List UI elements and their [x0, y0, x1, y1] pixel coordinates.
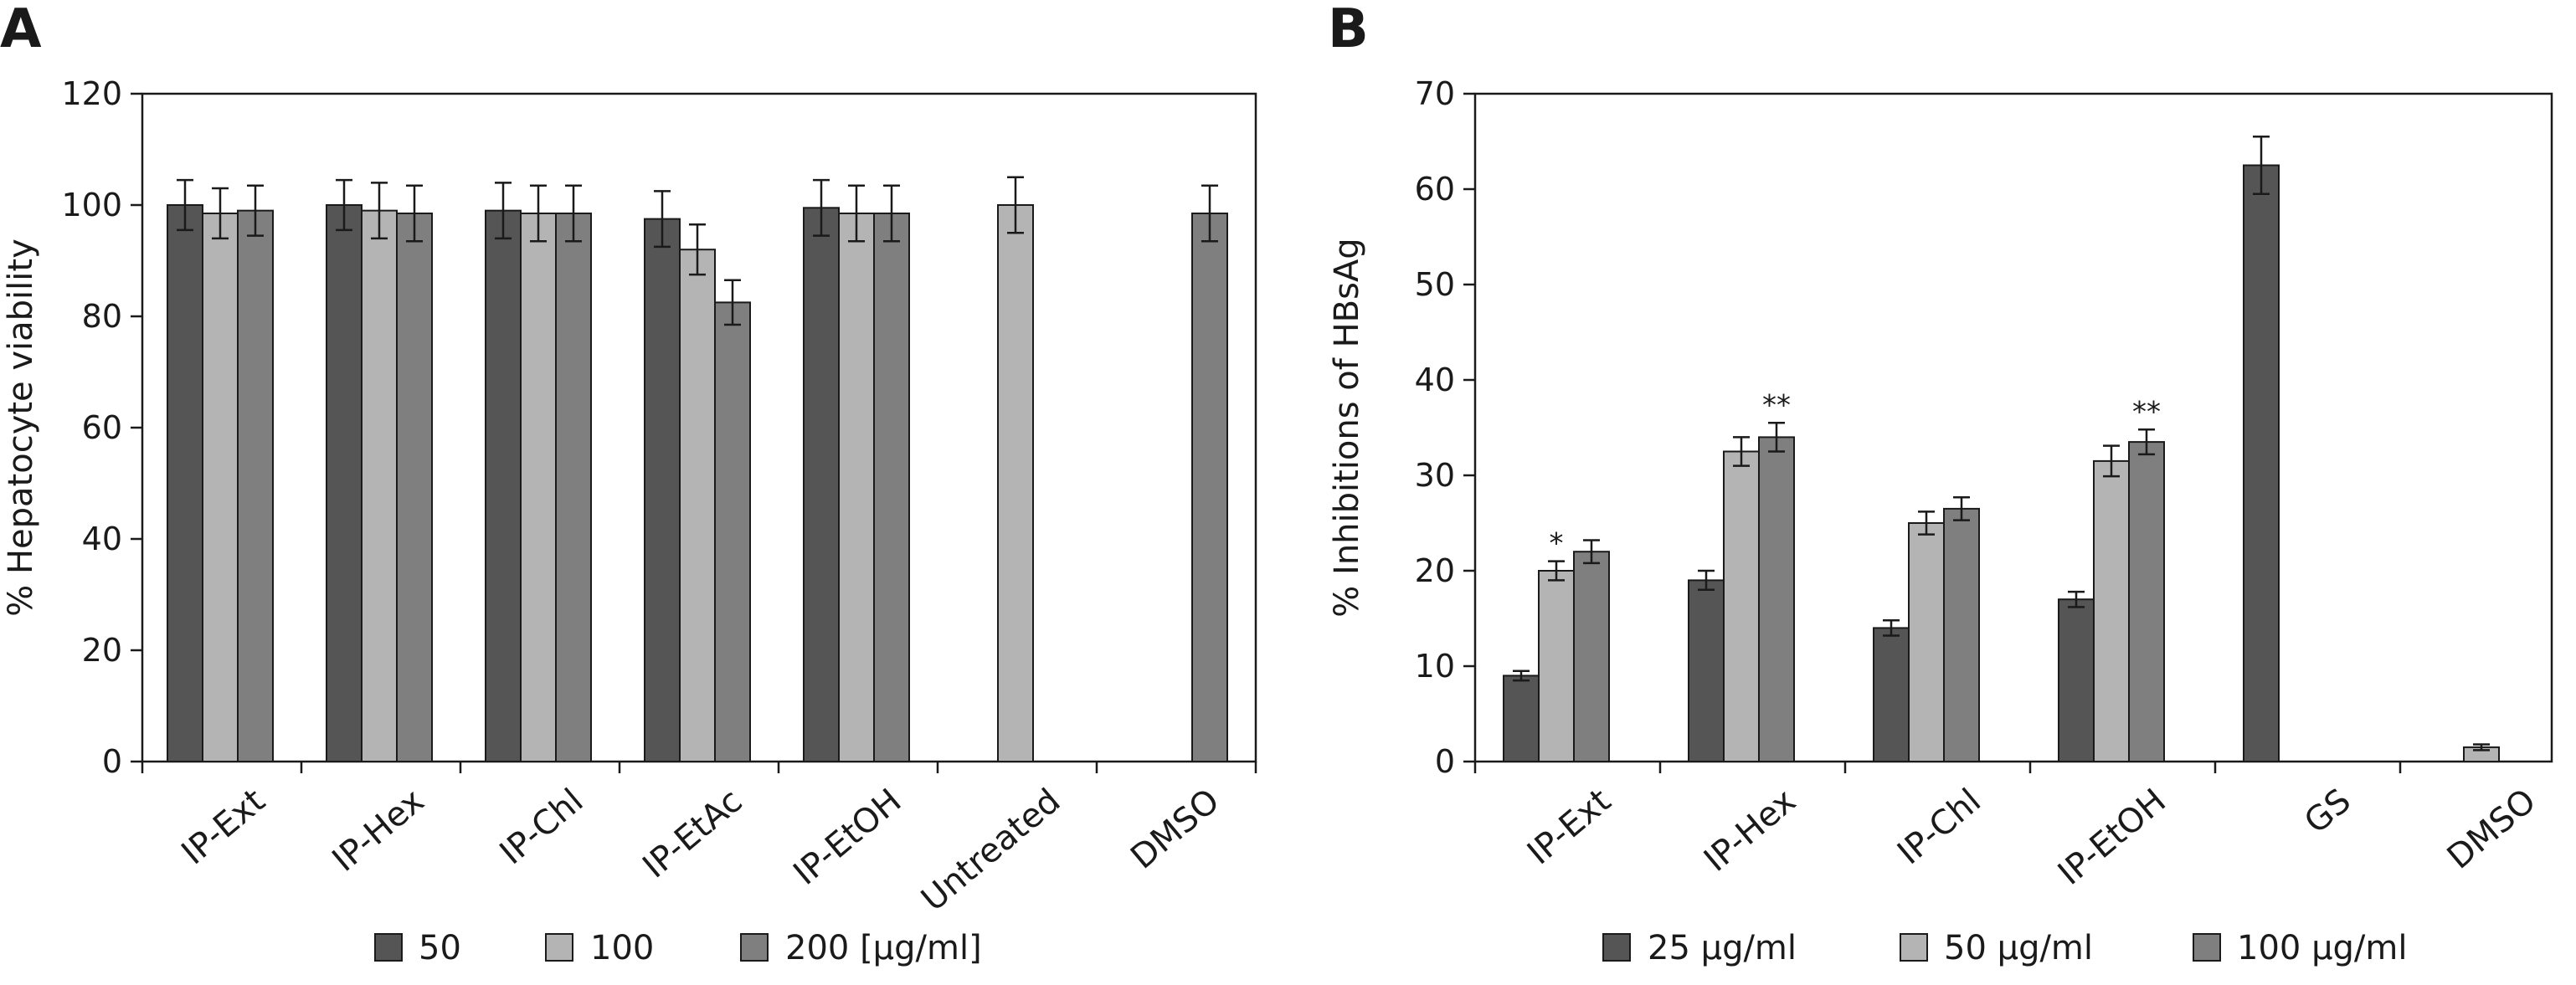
category-label: Untreated	[914, 782, 1067, 919]
y-tick-label: 60	[82, 409, 122, 446]
bar	[714, 301, 751, 762]
y-tick-label: 40	[82, 521, 122, 557]
y-tick-label: 20	[1415, 552, 1455, 589]
category-label: IP-Ext	[174, 782, 272, 873]
bar	[485, 209, 522, 762]
category-label: IP-Chl	[1890, 782, 1988, 872]
bar	[1573, 551, 1610, 763]
y-tick-label: 50	[1415, 266, 1455, 303]
legend-label: 25 µg/ml	[1648, 929, 1797, 967]
y-axis-label: % Hepatocyte viability	[2, 239, 40, 617]
bar	[1758, 436, 1795, 763]
bar	[2128, 441, 2165, 762]
category-label: DMSO	[2440, 782, 2543, 877]
bar	[1191, 212, 1228, 763]
category-label: IP-EtOH	[786, 782, 908, 893]
y-tick-label: 40	[1415, 362, 1455, 398]
legend-label: 200 [µg/ml]	[785, 929, 982, 967]
bar	[361, 209, 398, 762]
y-tick-label: 70	[1415, 75, 1455, 112]
bar	[997, 204, 1034, 762]
bar	[520, 212, 557, 763]
y-tick-label: 100	[61, 187, 122, 223]
category-label: IP-Ext	[1520, 782, 1618, 873]
y-tick-label: 0	[102, 743, 122, 780]
bar	[326, 204, 362, 762]
category-label: DMSO	[1123, 782, 1226, 877]
category-label: IP-Hex	[1697, 782, 1803, 880]
bar	[2093, 459, 2130, 763]
plot-area	[1473, 92, 2553, 763]
panel-label: A	[0, 0, 42, 60]
y-axis-label: % Inhibitions of HBsAg	[1328, 238, 1366, 617]
bar	[679, 249, 716, 762]
bar	[838, 212, 875, 763]
significance-marker: *	[1550, 527, 1564, 561]
y-tick-label: 30	[1415, 457, 1455, 494]
bar	[1538, 570, 1575, 762]
y-tick-label: 60	[1415, 171, 1455, 208]
category-label: IP-Hex	[325, 782, 431, 880]
legend-swatch	[545, 933, 573, 962]
bar	[803, 207, 840, 762]
bar	[1908, 522, 1945, 762]
bar	[555, 212, 592, 763]
bar	[644, 218, 681, 762]
y-tick-label: 20	[82, 632, 122, 669]
legend-swatch	[1602, 933, 1631, 962]
legend-label: 100	[590, 929, 654, 967]
chart-panel-a: A 0 20 40 60 80 100 120 % Hepatocyte viability IP…	[0, 0, 1257, 967]
bar	[202, 212, 239, 763]
significance-marker: **	[1762, 388, 1791, 422]
bar	[1503, 675, 1540, 763]
legend-label: 100 µg/ml	[2237, 929, 2407, 967]
y-tick-label: 80	[82, 298, 122, 335]
panel-label: B	[1328, 0, 1369, 60]
bar	[1873, 627, 1910, 763]
y-tick-label: 120	[61, 75, 122, 112]
legend-swatch	[2193, 933, 2221, 962]
bar	[1943, 507, 1980, 763]
legend-label: 50 µg/ml	[1944, 929, 2093, 967]
bar	[2058, 598, 2095, 763]
bar	[237, 209, 274, 762]
category-label: GS	[2297, 782, 2358, 841]
chart-panel-b: B 0 10 20 30 40 50 60 70 % Inhibitions of HBsAg IP…	[1328, 0, 2553, 967]
legend-swatch	[374, 933, 403, 962]
category-label: IP-Chl	[493, 782, 591, 872]
significance-marker: **	[2132, 395, 2161, 428]
y-tick-label: 10	[1415, 648, 1455, 685]
legend-swatch	[1900, 933, 1928, 962]
bar	[2243, 164, 2280, 762]
bar	[1723, 450, 1760, 762]
bar	[167, 204, 203, 762]
bar	[1688, 579, 1725, 763]
bar	[396, 212, 433, 763]
y-tick-label: 0	[1435, 743, 1455, 780]
bar	[873, 212, 910, 763]
category-label: IP-EtAc	[635, 782, 749, 886]
category-label: IP-EtOH	[2051, 782, 2173, 893]
legend-label: 50	[419, 929, 461, 967]
legend-swatch	[740, 933, 769, 962]
